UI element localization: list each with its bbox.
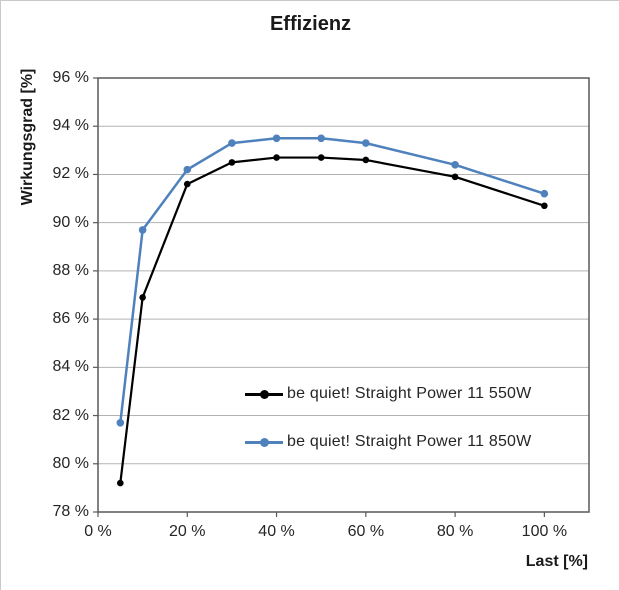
- data-point-marker: [540, 189, 549, 198]
- x-tick-label: 80 %: [436, 523, 474, 540]
- x-tick-label: 100 %: [521, 523, 568, 540]
- data-point-marker: [183, 165, 192, 174]
- data-point-marker: [451, 173, 459, 181]
- legend-entry-550w: be quiet! Straight Power 11 550W: [245, 370, 531, 418]
- data-point-marker: [273, 154, 280, 161]
- data-point-marker: [317, 134, 325, 143]
- data-point-marker: [139, 294, 146, 301]
- x-tick-label: 0 %: [84, 523, 112, 540]
- data-point-marker: [117, 479, 124, 487]
- y-tick-label: 92 %: [52, 165, 89, 183]
- legend: be quiet! Straight Power 11 550W be quie…: [245, 370, 531, 466]
- data-point-marker: [362, 139, 370, 147]
- x-axis-title: Last [%]: [525, 553, 588, 570]
- y-tick-label: 88 %: [52, 261, 89, 279]
- y-tick-label: 82 %: [52, 406, 89, 424]
- legend-label-550w: be quiet! Straight Power 11 550W: [287, 385, 532, 402]
- y-tick-label: 84 %: [52, 358, 89, 376]
- data-point-marker: [183, 180, 191, 188]
- x-tick-label: 20 %: [169, 523, 206, 540]
- y-tick-label: 94 %: [52, 117, 89, 135]
- data-point-marker: [228, 139, 236, 147]
- data-point-marker: [362, 156, 370, 164]
- x-tick-label: 40 %: [258, 523, 295, 540]
- y-axis-title: Wirkungsgrad [%]: [19, 68, 36, 206]
- chart-title: Effizienz: [269, 13, 352, 35]
- legend-line-marker-sample-850w: [245, 437, 283, 447]
- y-tick-label: 90 %: [52, 213, 89, 231]
- data-point-marker: [541, 202, 548, 210]
- data-point-marker: [317, 154, 325, 161]
- data-point-marker: [272, 134, 281, 143]
- plot-border: [97, 77, 590, 513]
- data-point-marker: [451, 161, 459, 169]
- y-tick-label: 80 %: [52, 454, 89, 472]
- y-tick-label: 96 %: [52, 69, 89, 86]
- x-tick-label: 60 %: [347, 523, 385, 540]
- data-point-marker: [116, 418, 125, 427]
- legend-dot-icon: [260, 390, 269, 399]
- legend-label-850w: be quiet! Straight Power 11 850W: [287, 433, 532, 450]
- legend-entry-850w: be quiet! Straight Power 11 850W: [245, 418, 531, 466]
- y-tick-label: 86 %: [52, 310, 89, 328]
- data-point-marker: [138, 226, 147, 234]
- y-tick-label: 78 %: [52, 503, 89, 520]
- legend-dot-icon: [260, 438, 269, 447]
- legend-line-marker-sample-550w: [245, 389, 283, 399]
- data-point-marker: [228, 159, 236, 166]
